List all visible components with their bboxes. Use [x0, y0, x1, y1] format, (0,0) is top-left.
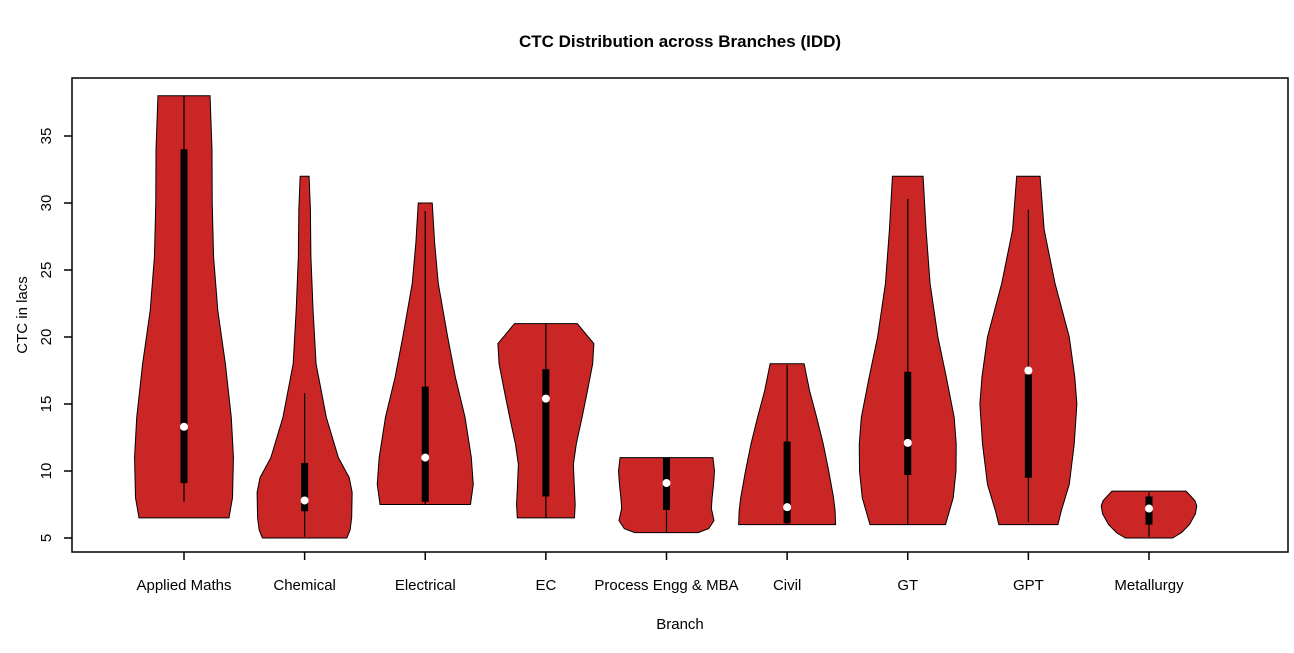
x-tick-label-chemical: Chemical: [273, 577, 336, 594]
x-tick-label-gpt: GPT: [1013, 577, 1044, 594]
median-dot-chemical: [300, 496, 309, 505]
x-tick-label-applied-maths: Applied Maths: [136, 577, 231, 594]
iqr-box-chemical: [301, 462, 309, 512]
y-tick-label-10: 10: [38, 463, 55, 480]
violin-chemical: [256, 175, 353, 539]
y-tick-label-5: 5: [38, 534, 55, 542]
y-tick-label-20: 20: [38, 329, 55, 346]
iqr-box-ec: [542, 369, 550, 497]
y-tick-label-15: 15: [38, 396, 55, 413]
iqr-box-applied-maths: [180, 149, 188, 484]
median-dot-electrical: [421, 453, 430, 462]
y-tick-label-30: 30: [38, 195, 55, 212]
median-dot-metallurgy: [1145, 504, 1153, 513]
iqr-box-gt: [904, 371, 912, 476]
x-tick-label-civil: Civil: [773, 577, 801, 594]
x-tick-label-ec: EC: [535, 577, 556, 594]
y-axis-title: CTC in lacs: [14, 276, 31, 354]
median-dot-ec: [541, 394, 550, 403]
chart-title: CTC Distribution across Branches (IDD): [519, 32, 841, 51]
x-tick-label-process-engg-mba: Process Engg & MBA: [594, 577, 738, 594]
y-tick-label-35: 35: [38, 128, 55, 145]
iqr-box-civil: [783, 441, 791, 524]
median-dot-process-engg-mba: [662, 479, 671, 488]
plot-area: 5 10 15 20 25 30 35 Applied Maths Chemical Electr…: [38, 77, 1289, 594]
x-axis-title: Branch: [656, 616, 704, 633]
median-dot-gpt: [1024, 366, 1033, 375]
iqr-box-electrical: [421, 386, 429, 502]
x-tick-label-electrical: Electrical: [395, 577, 456, 594]
plot-frame: [71, 77, 1289, 553]
y-tick-label-25: 25: [38, 262, 55, 279]
median-dot-applied-maths: [180, 422, 188, 431]
x-tick-label-gt: GT: [897, 577, 918, 594]
median-dot-civil: [783, 503, 792, 512]
iqr-box-gpt: [1024, 374, 1032, 478]
median-dot-gt: [903, 438, 912, 447]
x-tick-label-metallurgy: Metallurgy: [1114, 577, 1184, 594]
